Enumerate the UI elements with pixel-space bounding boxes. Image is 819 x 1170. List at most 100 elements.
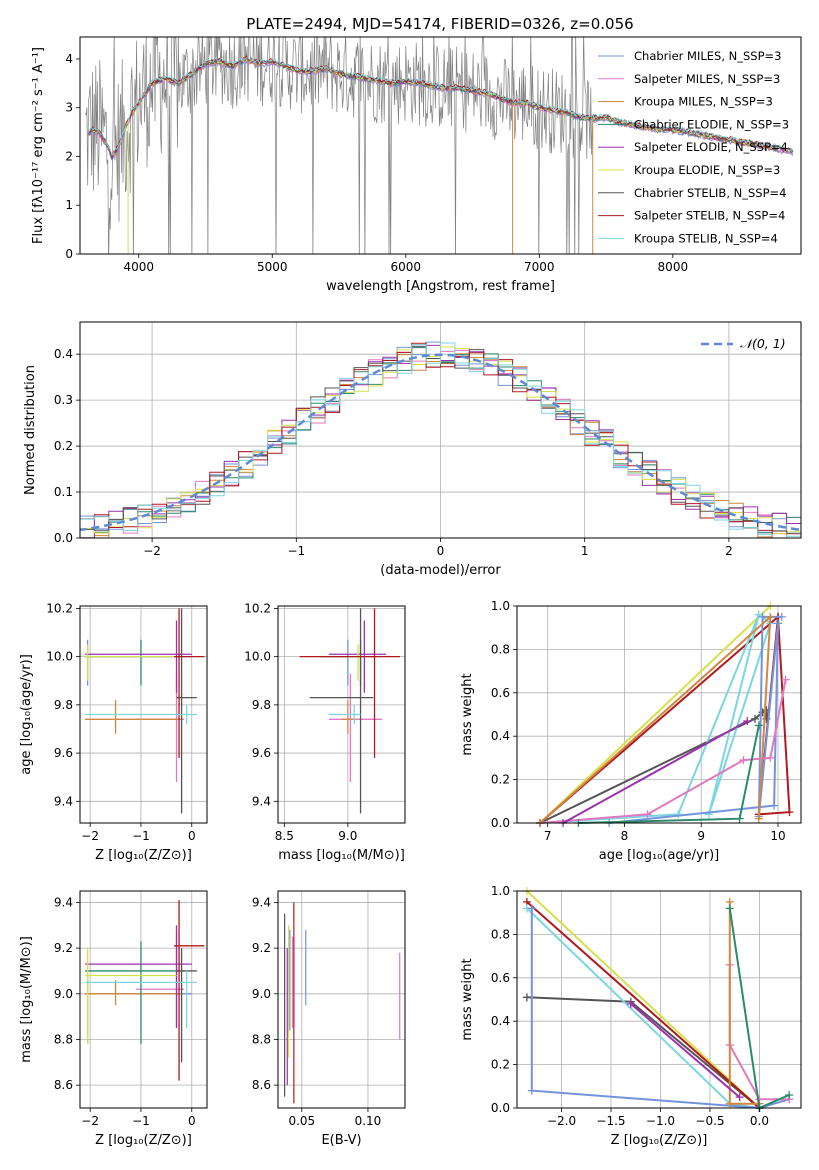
y-tick-label: 0.2 <box>491 773 510 787</box>
x-tick-label: −1 <box>132 1114 150 1128</box>
x-tick-label: 0 <box>437 544 445 558</box>
mass-weight-marker <box>781 675 790 684</box>
residual-histogram-step <box>80 342 801 538</box>
mass-weight-marker <box>674 810 683 819</box>
x-tick-label: 8000 <box>658 260 689 274</box>
x-tick-label: 5000 <box>257 260 288 274</box>
age-vs-mass-panel: 8.5 9.0 9.4 9.6 9.8 10.0 10.2 mass [log₁₀(M/M⊙)… <box>244 601 406 863</box>
axes-frame <box>79 36 802 255</box>
x-tick-label: 9.0 <box>338 829 357 843</box>
y-tick-label: 9.0 <box>54 987 73 1001</box>
legend-label: Chabrier MILES, N_SSP=3 <box>634 49 781 63</box>
mass-weight-marker <box>527 904 536 913</box>
x-tick-label: 0.0 <box>750 1114 769 1128</box>
y-tick-label: 8.6 <box>54 1078 73 1092</box>
y-tick-label: 9.6 <box>54 746 73 760</box>
x-axis-label: age [log₁₀(age/yr)] <box>599 848 720 863</box>
x-tick-label: −2 <box>81 829 99 843</box>
y-tick-label: 0.2 <box>54 439 73 453</box>
y-tick-label: 2 <box>65 149 73 163</box>
mass-weight-line <box>562 720 748 824</box>
normal-distribution-curve <box>80 353 801 532</box>
y-tick-label: 9.8 <box>252 698 271 712</box>
y-tick-label: 4 <box>65 52 73 66</box>
x-tick-label: 8.5 <box>275 829 294 843</box>
model-spectrum-line <box>87 56 794 157</box>
y-tick-label: 8.8 <box>252 1032 271 1046</box>
residual-histogram-step <box>80 342 801 538</box>
x-tick-label: 8 <box>621 829 629 843</box>
residual-histogram-panel: −2 −1 0 1 2 0.0 0.1 0.2 0.3 0.4 (data-model)/error… <box>23 321 802 578</box>
x-tick-label: −1.0 <box>646 1114 675 1128</box>
x-tick-label: −1.5 <box>596 1114 625 1128</box>
mass-weight-marker <box>725 1099 734 1108</box>
x-tick-label: 0.05 <box>288 1114 315 1128</box>
y-tick-label: 1 <box>65 198 73 212</box>
y-tick-label: 10.0 <box>244 650 271 664</box>
y-tick-label: 9.6 <box>252 746 271 760</box>
y-tick-label: 0.0 <box>491 1101 510 1115</box>
mass-weight-marker <box>758 612 767 621</box>
mass-weight-marker <box>777 612 786 621</box>
y-tick-label: 0.8 <box>491 927 510 941</box>
x-tick-label: −1 <box>132 829 150 843</box>
residual-plot-area <box>80 341 801 538</box>
mass-weight-marker <box>766 753 775 762</box>
y-axis-label: Normed distribution <box>23 365 38 495</box>
mass-weight-line <box>539 605 771 824</box>
y-tick-label: 10.0 <box>46 650 73 664</box>
y-tick-label: 8.8 <box>54 1032 73 1046</box>
x-axis-label: Z [log₁₀(Z/Z⊙)] <box>95 848 192 863</box>
y-tick-label: 3 <box>65 101 73 115</box>
y-tick-label: 9.4 <box>252 794 271 808</box>
y-axis-label: Flux [fλ10⁻¹⁷ erg cm⁻² s⁻¹ A⁻¹] <box>31 47 46 244</box>
y-tick-label: 0.6 <box>491 686 510 700</box>
x-tick-label: 4000 <box>123 260 154 274</box>
axes-frame <box>79 605 208 824</box>
x-tick-label: 10 <box>770 829 785 843</box>
y-tick-label: 0.4 <box>491 1014 510 1028</box>
axes-frame <box>516 890 802 1109</box>
legend-label: Kroupa STELIB, N_SSP=4 <box>634 231 778 245</box>
mass-weight-line <box>530 908 790 1110</box>
legend-label: Salpeter MILES, N_SSP=3 <box>634 72 780 86</box>
mass-weight-marker <box>754 814 763 823</box>
spectrum-plot-area <box>84 37 794 254</box>
x-axis-label: wavelength [Angstrom, rest frame] <box>326 279 555 294</box>
legend-label: Kroupa MILES, N_SSP=3 <box>634 95 773 109</box>
y-tick-label: 9.4 <box>252 895 271 909</box>
mass-weight-marker <box>754 721 763 730</box>
mass-weight-marker <box>773 619 782 628</box>
model-spectrum-line <box>87 58 794 155</box>
y-tick-label: 1.0 <box>491 884 510 898</box>
y-axis-label: age [log₁₀(age/yr)] <box>19 654 34 775</box>
legend-label: Chabrier STELIB, N_SSP=4 <box>634 186 786 200</box>
mass-vs-ebv-panel: 0.05 0.10 8.6 8.8 9.0 9.2 9.4 E(B-V) <box>252 890 406 1148</box>
x-tick-label: 7 <box>544 829 552 843</box>
mass-weight-marker <box>725 904 734 913</box>
mass-weight-vs-age-panel: 7 8 9 10 0.0 0.2 0.4 0.6 0.8 1.0 age [log₁₀(age/yr… <box>460 599 802 863</box>
mass-weight-marker <box>785 1090 794 1099</box>
x-tick-label: 0 <box>188 1114 196 1128</box>
figure-title: PLATE=2494, MJD=54174, FIBERID=0326, z=0… <box>246 15 633 33</box>
mass-weight-marker <box>626 999 635 1008</box>
mass-weight-marker <box>527 1086 536 1095</box>
x-tick-label: −2 <box>143 544 161 558</box>
axes-frame <box>277 605 406 824</box>
mass-weight-marker <box>739 756 748 765</box>
axes-frame <box>516 605 802 824</box>
mass-weight-line <box>630 1003 741 1098</box>
axes-frame <box>79 890 208 1109</box>
mass-vs-metallicity-panel: −2 −1 0 8.6 8.8 9.0 9.2 9.4 Z [log₁₀(Z/Z⊙)] mass … <box>19 890 208 1148</box>
x-tick-label: 9 <box>697 829 705 843</box>
spectrum-legend: Chabrier MILES, N_SSP=3 Salpeter MILES, N… <box>598 49 789 245</box>
y-tick-label: 10.2 <box>244 601 271 615</box>
y-tick-label: 0.0 <box>491 816 510 830</box>
y-tick-label: 0.4 <box>54 347 73 361</box>
mass-weight-line <box>526 890 761 1109</box>
y-tick-label: 0.1 <box>54 485 73 499</box>
x-tick-label: 0.10 <box>355 1114 382 1128</box>
mass-weight-marker <box>735 814 744 823</box>
spectrum-panel: 4000 5000 6000 7000 8000 0 1 2 3 4 wavelength [Ang… <box>31 36 802 294</box>
mass-weight-marker <box>735 1093 744 1102</box>
